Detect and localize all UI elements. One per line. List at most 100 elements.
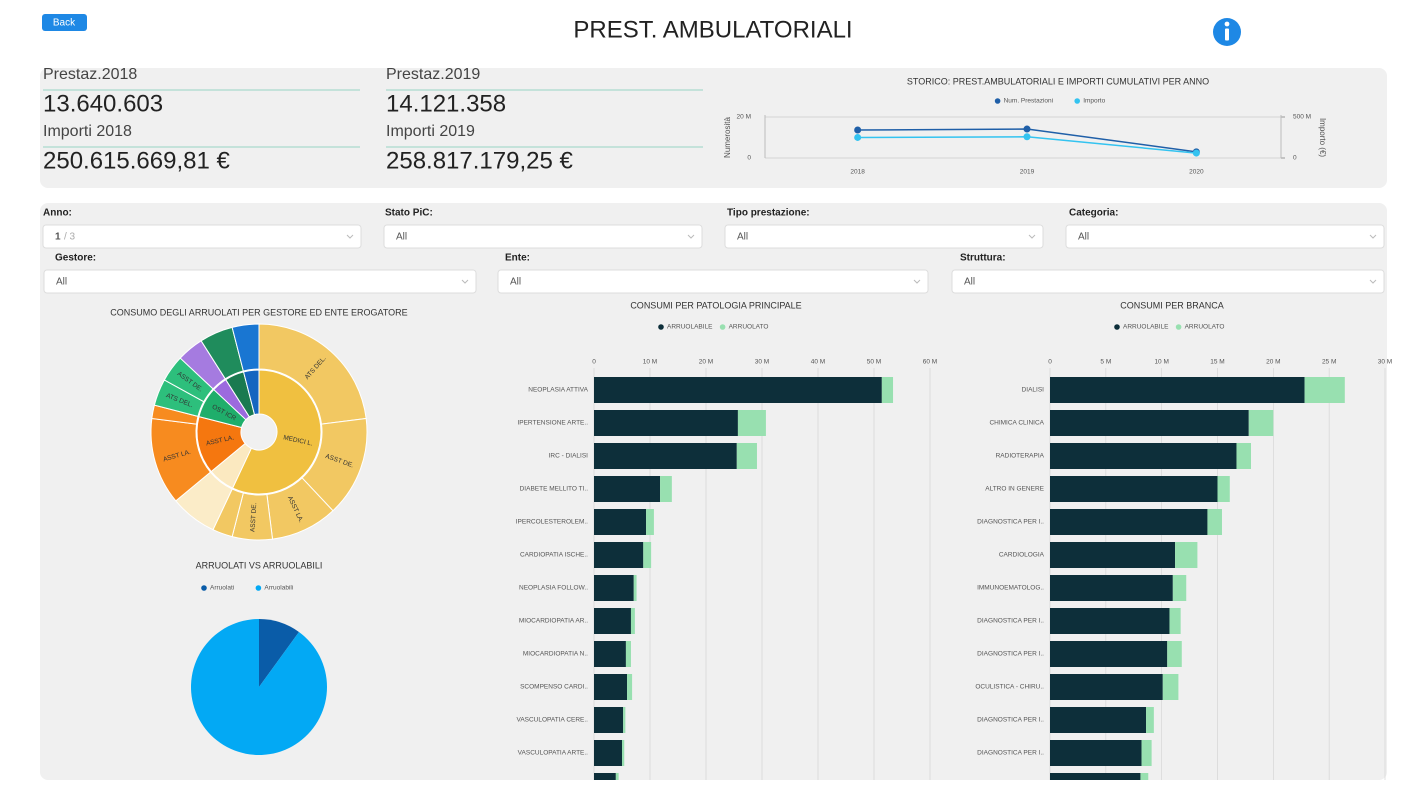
filter-select[interactable]: All <box>383 224 703 249</box>
bar-segment <box>1050 608 1170 634</box>
sunburst-segment <box>150 417 212 502</box>
kpi-label: Prestaz.2018 <box>43 66 137 83</box>
bar-segment <box>737 410 766 436</box>
select-value: 1 <box>55 232 61 243</box>
legend-label: ARRUOLABILE <box>667 324 713 331</box>
filter-select[interactable]: All <box>1065 224 1385 249</box>
x-tick-label: 60 M <box>923 359 937 366</box>
chevron <box>687 234 695 239</box>
category-label: DIAGNOSTICA PER I.. <box>977 618 1044 625</box>
category-label: IPERCOLESTEROLEM.. <box>516 519 588 526</box>
bar-segment <box>1175 542 1198 568</box>
legend-label: ARRUOLATO <box>1185 324 1225 331</box>
point <box>854 126 862 134</box>
category-label: MIOCARDIOPATIA N.. <box>523 651 588 658</box>
sunburst-segment <box>231 323 260 372</box>
filter-label: Tipo prestazione: <box>727 208 810 219</box>
x-tick-label: 2019 <box>1020 169 1035 176</box>
category-label: IPERTENSIONE ARTE.. <box>517 420 588 427</box>
bar-segment <box>1050 641 1168 667</box>
x-tick-label: 20 M <box>699 359 713 366</box>
bar-segment <box>1207 509 1222 535</box>
category-label: MIOCARDIOPATIA AR.. <box>519 618 588 625</box>
category-label: RADIOTERAPIA <box>996 453 1045 460</box>
legend-swatch <box>994 98 1001 104</box>
pie-slice <box>259 619 299 687</box>
bar-segment <box>1050 740 1142 766</box>
select-value: All <box>1078 232 1089 243</box>
x-tick-label: 25 M <box>1322 359 1336 366</box>
x-tick-label: 30 M <box>755 359 769 366</box>
y2-tick-label: 0 <box>1293 155 1297 162</box>
x-tick-label: 0 <box>592 359 596 366</box>
chevron <box>1028 234 1036 239</box>
x-tick-label: 50 M <box>867 359 881 366</box>
bar-segment <box>1248 410 1274 436</box>
x-tick-label: 2020 <box>1189 169 1204 176</box>
legend-label: ARRUOLABILE <box>1123 324 1169 331</box>
chart-title: STORICO: PREST.AMBULATORIALI E IMPORTI C… <box>907 76 1209 86</box>
select-value: All <box>510 277 521 288</box>
bar-segment <box>1217 476 1230 502</box>
filter-select[interactable]: All <box>497 269 929 294</box>
point <box>1023 133 1031 141</box>
point <box>1192 149 1200 157</box>
legend-label: ARRUOLATO <box>729 324 769 331</box>
filter-select[interactable]: All <box>951 269 1385 294</box>
bar-segment <box>1236 443 1251 469</box>
category-label: SCOMPENSO CARDI.. <box>520 684 588 691</box>
category-label: NEOPLASIA ATTIVA <box>528 387 588 394</box>
select-box <box>724 224 1044 249</box>
back-label[interactable]: Back <box>53 18 76 29</box>
filter-select[interactable]: All <box>724 224 1044 249</box>
bar-segment <box>594 608 631 634</box>
point <box>1023 125 1031 133</box>
filter-label: Struttura: <box>960 253 1006 264</box>
kpi-value: 258.817.179,25 € <box>386 147 573 174</box>
bar-segment <box>1162 674 1179 700</box>
filter-label: Stato PiC: <box>385 208 433 219</box>
category-label: DIAGNOSTICA PER I.. <box>977 750 1044 757</box>
select-value: All <box>737 232 748 243</box>
category-label: IRC - DIALISI <box>549 453 589 460</box>
bar-segment <box>1050 773 1141 780</box>
bar-segment <box>623 707 626 733</box>
select-box <box>42 224 362 249</box>
x-tick-label: 20 M <box>1266 359 1280 366</box>
bar-segment <box>1304 377 1345 403</box>
filter-label: Categoria: <box>1069 208 1118 219</box>
legend-label: Arruolati <box>210 585 234 592</box>
filter-select[interactable]: All <box>43 269 477 294</box>
legend-label: Num. Prestazioni <box>1004 98 1054 105</box>
category-label: VASCULOPATIA ARTE.. <box>518 750 589 757</box>
bar-segment <box>1050 575 1173 601</box>
chart-title: CONSUMO DEGLI ARRUOLATI PER GESTORE ED E… <box>110 307 407 317</box>
kpi-label: Importi 2018 <box>43 123 132 140</box>
category-label: NEOPLASIA FOLLOW.. <box>519 585 588 592</box>
bar-segment <box>594 575 634 601</box>
segment-label: ASST DE. <box>249 502 258 532</box>
bar-segment <box>594 707 624 733</box>
pie-slice <box>191 619 328 755</box>
back-button[interactable] <box>42 14 87 31</box>
bar-segment <box>1050 443 1237 469</box>
bar-segment <box>1050 674 1163 700</box>
info-icon[interactable] <box>1213 18 1241 46</box>
chart-title: CONSUMI PER BRANCA <box>1120 300 1224 310</box>
sunburst-segment <box>196 415 246 473</box>
category-label: ALTRO IN GENERE <box>985 486 1044 493</box>
bar-segment <box>1140 773 1149 780</box>
chevron <box>1369 279 1377 284</box>
chevron <box>913 279 921 284</box>
y-axis-label: Numerosità <box>723 117 732 158</box>
sunburst-segment <box>242 369 260 416</box>
bar-segment <box>594 641 626 667</box>
bar-segment <box>594 443 737 469</box>
kpi-label: Importi 2019 <box>386 123 475 140</box>
filter-select[interactable]: 1/ 3 <box>42 224 362 249</box>
bar-segment <box>646 509 654 535</box>
x-tick-label: 10 M <box>643 359 657 366</box>
category-label: DIABETE MELLITO TI.. <box>520 486 589 493</box>
bar-segment <box>1146 707 1154 733</box>
